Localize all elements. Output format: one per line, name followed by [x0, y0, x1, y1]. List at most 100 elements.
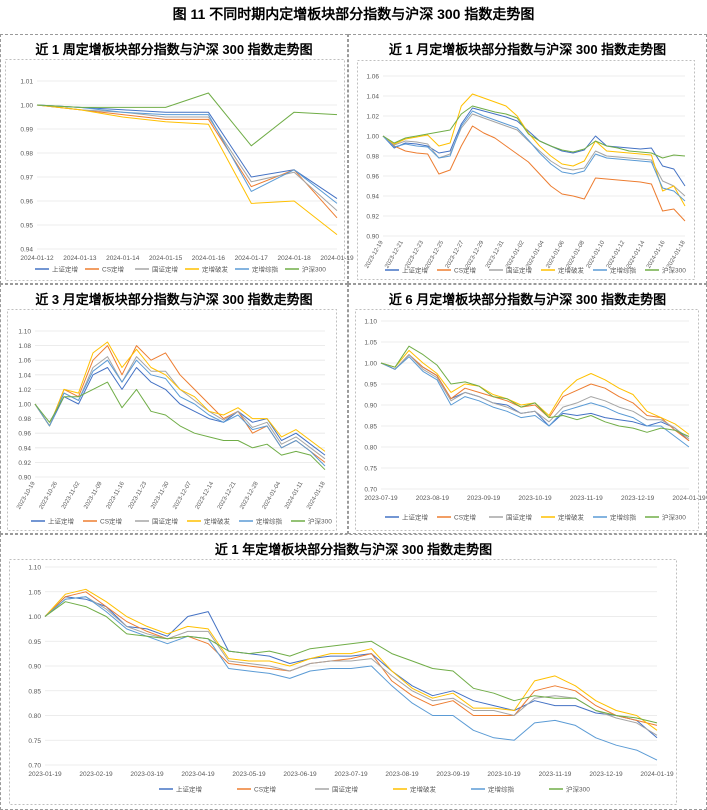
- legend-label: 定增综指: [610, 266, 637, 275]
- y-tick-label: 0.75: [364, 466, 377, 473]
- x-tick-label: 2023-11-02: [61, 480, 82, 510]
- y-tick-label: 0.96: [18, 431, 31, 438]
- y-tick-label: 1.00: [28, 614, 41, 621]
- x-tick-label: 2024-01-18: [666, 239, 687, 269]
- chart-area-border: [355, 309, 699, 531]
- x-tick-label: 2024-01-16: [192, 255, 226, 262]
- series-line-6: [36, 92, 338, 147]
- legend-label: 定增综指: [256, 517, 283, 526]
- legend-label: 国证定增: [506, 513, 532, 522]
- x-tick-label: 2023-10-26: [38, 480, 59, 510]
- panel-title-half: 近 6 月定增板块部分指数与沪深 300 指数走势图: [388, 292, 667, 307]
- x-tick-label: 2024-01-15: [149, 255, 183, 262]
- legend-label: 定增破发: [204, 517, 231, 526]
- x-tick-label: 2023-11-16: [106, 480, 127, 510]
- x-tick-label: 2024-01-19: [640, 771, 674, 778]
- legend-label: 上证定增: [48, 517, 74, 526]
- x-tick-label: 2023-11-30: [150, 480, 171, 510]
- legend-label: 定增破发: [410, 785, 437, 794]
- x-tick-label: 2023-03-19: [130, 771, 164, 778]
- x-tick-label: 2023-12-14: [195, 480, 216, 510]
- legend-label: 定增综指: [252, 265, 279, 274]
- panel-week: 近 1 周定增板块部分指数与沪深 300 指数走势图 0.94 0.95 0.96 0…: [0, 34, 354, 284]
- legend-label: CS定增: [102, 265, 124, 274]
- x-tick-label: 2023-12-31: [485, 239, 506, 269]
- legend-label: CS定增: [454, 513, 476, 522]
- x-tick-label: 2024-01-17: [235, 255, 269, 262]
- panel-year: 近 1 年定增板块部分指数与沪深 300 指数走势图 0.70 0.75 0.80 0…: [0, 534, 707, 810]
- y-tick-label: 1.00: [364, 361, 377, 368]
- x-tick-label: 2023-12-19: [589, 771, 623, 778]
- x-tick-label: 2024-01-10: [586, 239, 607, 269]
- series-line-3: [36, 104, 338, 211]
- chart-year: 0.70 0.75 0.80 0.85 0.90 0.95 1.00 1.05 1.10 2023…: [9, 559, 677, 805]
- legend-label: 国证定增: [506, 266, 532, 275]
- y-tick-label: 0.98: [366, 154, 379, 161]
- legend-label: 国证定增: [152, 517, 178, 526]
- y-tick-label: 0.95: [364, 382, 377, 389]
- x-tick-label: 2023-07-19: [364, 495, 398, 502]
- legend-label: 定增综指: [610, 513, 637, 522]
- x-tick-label: 2024-01-11: [284, 480, 305, 510]
- series-line-4: [382, 93, 686, 207]
- x-tick-label: 2023-12-28: [239, 480, 260, 510]
- legend-label: 沪深300: [662, 266, 686, 275]
- x-tick-label: 2023-11-09: [83, 480, 104, 510]
- y-tick-label: 1.10: [28, 565, 41, 572]
- y-tick-label: 0.90: [28, 664, 41, 671]
- x-tick-label: 2023-11-19: [539, 771, 572, 778]
- y-tick-label: 1.02: [18, 387, 31, 394]
- panel-quarter: 近 3 月定增板块部分指数与沪深 300 指数走势图 0.90 0.92 0.94 0…: [0, 284, 348, 534]
- x-tick-label: 2023-12-29: [465, 239, 486, 269]
- series-line-4: [36, 104, 338, 235]
- x-tick-label: 2023-11-23: [128, 480, 149, 510]
- x-tick-label: 2023-09-19: [436, 771, 470, 778]
- y-tick-label: 0.94: [20, 247, 33, 254]
- legend-label: 定增综指: [488, 785, 515, 794]
- x-tick-label: 2023-10-19: [487, 771, 521, 778]
- legend-label: 沪深300: [308, 517, 332, 526]
- y-tick-label: 0.90: [366, 234, 379, 241]
- x-tick-label: 2024-01-04: [525, 239, 546, 269]
- legend-label: 定增破发: [202, 265, 229, 274]
- legend-label: CS定增: [254, 785, 276, 794]
- x-tick-label: 2023-11-19: [570, 495, 603, 502]
- y-tick-label: 1.00: [18, 402, 31, 409]
- y-tick-label: 1.05: [28, 589, 41, 596]
- x-tick-label: 2023-12-07: [172, 480, 193, 510]
- legend-label: 上证定增: [402, 513, 428, 522]
- legend-label: 上证定增: [176, 785, 202, 794]
- series-line-3: [44, 596, 658, 736]
- y-tick-label: 0.95: [28, 639, 41, 646]
- x-tick-label: 2023-08-19: [416, 495, 450, 502]
- x-tick-label: 2024-01-19: [672, 495, 706, 502]
- y-tick-label: 0.94: [18, 445, 31, 452]
- legend-label: 定增破发: [558, 513, 585, 522]
- chart-area-border: [9, 559, 677, 805]
- y-tick-label: 0.96: [366, 174, 379, 181]
- chart-half: 0.70 0.75 0.80 0.85 0.90 0.95 1.00 1.05 1.10 2023…: [355, 309, 706, 531]
- chart-month: 0.90 0.92 0.94 0.96 0.98 1.00 1.02 1.04 1.06 2023…: [357, 60, 695, 280]
- y-tick-label: 1.04: [366, 94, 379, 101]
- chart-area-border: [7, 309, 337, 531]
- series-line-5: [382, 110, 686, 202]
- y-tick-label: 0.92: [18, 460, 31, 467]
- panel-title-month: 近 1 月定增板块部分指数与沪深 300 指数走势图: [388, 42, 667, 57]
- x-tick-label: 2024-01-08: [566, 239, 587, 269]
- y-tick-label: 0.75: [28, 738, 41, 745]
- figure-title: 图 11 不同时期内定增板块部分指数与沪深 300 指数走势图: [172, 6, 535, 22]
- series-line-3: [380, 354, 690, 440]
- series-line-6: [34, 381, 326, 471]
- y-tick-label: 1.10: [18, 329, 31, 336]
- y-tick-label: 1.06: [18, 358, 31, 365]
- y-tick-label: 0.85: [28, 688, 41, 695]
- y-tick-label: 0.95: [20, 223, 33, 230]
- x-tick-label: 2023-12-25: [425, 239, 446, 269]
- y-tick-label: 1.06: [366, 74, 379, 81]
- x-tick-label: 2023-07-19: [334, 771, 368, 778]
- series-line-5: [380, 356, 690, 448]
- panel-half: 近 6 月定增板块部分指数与沪深 300 指数走势图 0.70 0.75 0.80 0…: [348, 284, 707, 534]
- series-line-4: [34, 341, 326, 452]
- x-tick-label: 2023-04-19: [181, 771, 215, 778]
- y-tick-label: 0.96: [20, 199, 33, 206]
